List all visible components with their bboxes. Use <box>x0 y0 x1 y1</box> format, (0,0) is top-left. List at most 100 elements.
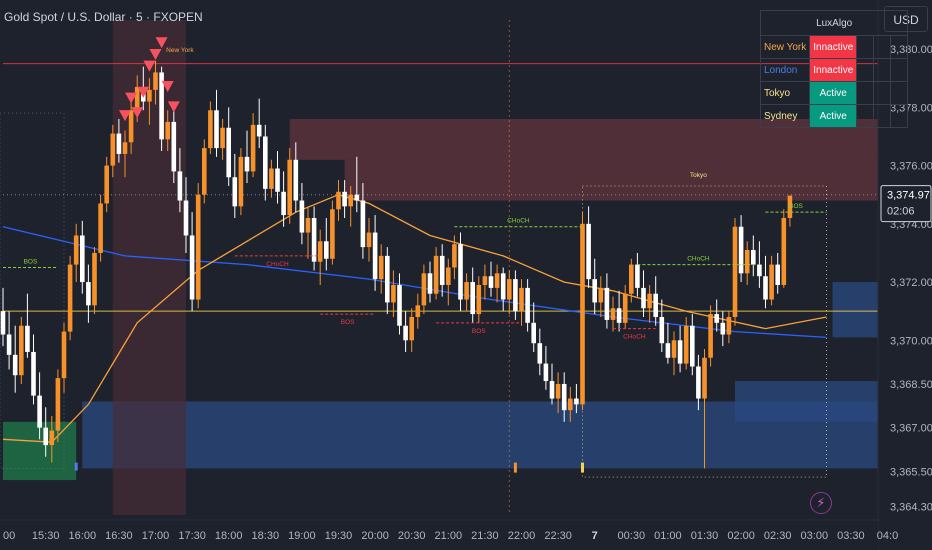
time-tick-label: 15:30 <box>32 530 60 542</box>
candle <box>525 279 530 332</box>
candle-body <box>683 325 689 364</box>
candle <box>702 349 707 469</box>
candle <box>781 209 787 288</box>
candle <box>690 314 695 376</box>
session-label: Tokyo <box>690 172 707 179</box>
candle <box>653 276 658 326</box>
candle-body <box>732 226 738 317</box>
candle-body <box>208 110 213 149</box>
candle-body <box>452 244 457 268</box>
candle-body <box>494 273 500 288</box>
candle <box>342 180 347 218</box>
candle-body <box>537 343 543 364</box>
session-table-title: LuxAlgo <box>759 10 909 36</box>
candle <box>519 279 524 326</box>
candle-body <box>189 235 195 300</box>
sell-signal-triangle <box>161 80 174 92</box>
candle-body <box>360 200 366 248</box>
session-row-tokyo: Tokyo Active <box>759 81 909 105</box>
candle-body <box>43 427 48 446</box>
candle-body <box>311 218 317 262</box>
candle <box>494 264 500 303</box>
candle-body <box>629 264 634 294</box>
candle-body <box>37 395 42 428</box>
candle <box>629 258 634 303</box>
candle <box>214 89 219 157</box>
candle-body <box>458 244 463 300</box>
session-name: New York <box>759 35 811 59</box>
london-session-box <box>0 112 65 469</box>
candle-body <box>49 430 55 446</box>
candle <box>403 311 408 352</box>
candle <box>195 183 201 309</box>
candle-body <box>86 282 91 306</box>
candle <box>293 142 299 213</box>
candle-body <box>226 127 231 178</box>
time-tick-label: 21:00 <box>435 530 463 542</box>
structure-label: BOS <box>341 319 355 326</box>
lightning-icon[interactable]: ⚡ <box>810 492 832 514</box>
session-name: London <box>759 58 811 82</box>
candle <box>415 293 421 329</box>
candle <box>372 215 378 291</box>
countdown-label: 02:06 <box>887 206 915 218</box>
session-status: Active <box>809 81 858 105</box>
candle-body <box>122 142 128 154</box>
candle-marker <box>513 462 517 473</box>
candle-body <box>592 279 597 303</box>
candle-body <box>98 203 103 253</box>
candle <box>433 247 439 300</box>
candle <box>122 130 128 178</box>
candle <box>55 369 61 443</box>
candle-body <box>183 200 189 236</box>
candle <box>616 290 622 332</box>
candle <box>464 273 469 312</box>
candle <box>147 78 152 125</box>
candle-body <box>25 325 30 352</box>
candle-body <box>769 264 774 300</box>
candle-body <box>781 218 787 285</box>
sell-signal-triangle <box>137 86 150 98</box>
time-tick-label: 03:30 <box>837 530 865 542</box>
candle <box>592 258 597 315</box>
candle-body <box>202 148 207 195</box>
candle <box>610 296 616 332</box>
candle-body <box>244 156 250 172</box>
time-tick-label: 21:30 <box>471 530 499 542</box>
candle-body <box>561 383 567 411</box>
structure-label: BOS <box>789 203 803 210</box>
candle-body <box>598 287 604 303</box>
candle-body <box>409 317 414 341</box>
price-tick-label: 3,376.00 <box>890 161 932 173</box>
sell-signal-triangle <box>155 37 168 49</box>
candle <box>378 244 384 294</box>
candle-body <box>171 121 177 172</box>
time-axis[interactable]: 00 15:30 16:00 16:30 17:00 17:30 18:00 18:30 19:… <box>0 519 898 550</box>
structure-label: CHoCH <box>687 256 710 263</box>
candle <box>269 159 274 198</box>
candle-body <box>500 273 506 300</box>
candle <box>574 383 579 414</box>
time-tick-label: 02:30 <box>764 530 792 542</box>
candle-body <box>153 72 158 90</box>
candle-body <box>110 133 116 166</box>
candle-body <box>342 191 347 207</box>
candle-body <box>519 287 524 312</box>
candle-body <box>531 322 536 344</box>
candle-body <box>116 133 122 154</box>
candle-body <box>220 127 225 149</box>
candle-body <box>751 250 756 265</box>
symbol-title[interactable]: Gold Spot / U.S. Dollar · 5 · FXOPEN <box>4 10 203 24</box>
candle-body <box>165 121 170 140</box>
candle-body <box>159 72 164 140</box>
candle <box>549 363 555 405</box>
candle <box>37 372 42 440</box>
candlesticks <box>0 60 793 469</box>
time-tick-label: 20:30 <box>398 530 426 542</box>
time-tick-label: 00:30 <box>618 530 646 542</box>
candle-body <box>653 293 658 317</box>
candle <box>561 372 567 422</box>
candle <box>43 407 48 457</box>
candle-body <box>256 124 262 137</box>
